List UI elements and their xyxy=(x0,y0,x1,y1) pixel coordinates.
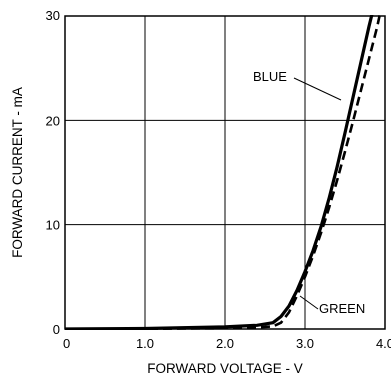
annotation-green-leader xyxy=(299,295,319,310)
series-lines xyxy=(65,15,382,330)
x-tick-label: 4.0 xyxy=(376,336,391,351)
annotation-blue-leader xyxy=(293,77,342,101)
annotation-blue-label: BLUE xyxy=(253,69,287,84)
y-tick-label: 30 xyxy=(46,8,60,23)
y-tick-label: 10 xyxy=(46,218,60,233)
x-tick-label: 2.0 xyxy=(216,336,234,351)
plot-frame xyxy=(64,15,386,330)
y-tick-label: 0 xyxy=(53,322,60,337)
tick-labels: 0 1.0 2.0 3.0 4.0 0 10 20 30 xyxy=(46,8,391,351)
series-line-green xyxy=(65,15,382,330)
y-tick-label: 20 xyxy=(46,113,60,128)
x-axis-label: FORWARD VOLTAGE - V xyxy=(147,361,303,376)
annotations: BLUE GREEN xyxy=(253,69,365,316)
x-tick-label: 3.0 xyxy=(296,336,314,351)
x-tick-label: 0 xyxy=(63,336,70,351)
annotation-green-label: GREEN xyxy=(319,301,365,316)
series-line-blue xyxy=(65,15,374,330)
x-tick-label: 1.0 xyxy=(136,336,154,351)
y-axis-label: FORWARD CURRENT - mA xyxy=(10,87,25,258)
